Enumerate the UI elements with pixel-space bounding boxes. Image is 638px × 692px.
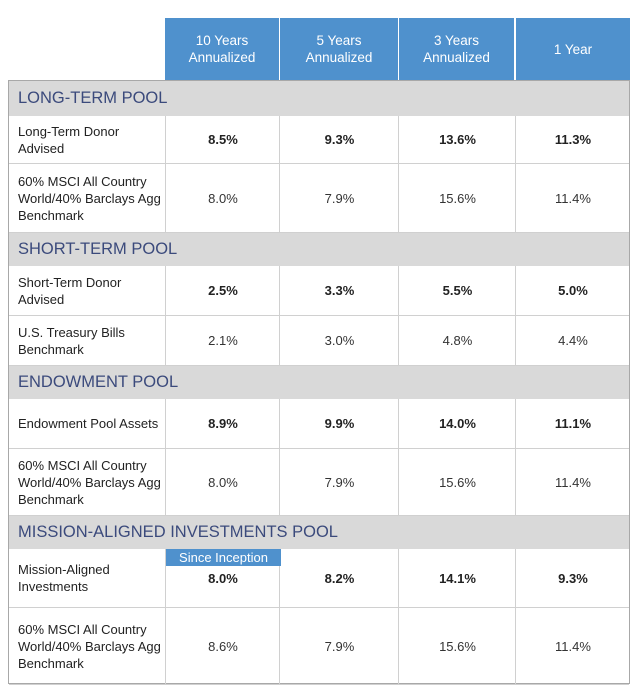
table-row: U.S. Treasury Bills Benchmark 2.1% 3.0% 4.8… [9, 316, 629, 366]
table-body: LONG-TERM POOL Long-Term Donor Advised 8.5… [8, 80, 630, 685]
value-cell: 7.9% [279, 164, 399, 232]
value-cell: 13.6% [398, 116, 516, 163]
value-cell: 3.3% [279, 266, 399, 315]
table-row: Short-Term Donor Advised 2.5% 3.3% 5.5% 5.0% [9, 266, 629, 316]
value-cell: 11.4% [515, 164, 630, 232]
value-cell: 8.2% [279, 549, 399, 607]
row-label: Endowment Pool Assets [18, 416, 159, 431]
row-label: Short-Term Donor Advised [18, 274, 122, 307]
value-cell: 15.6% [398, 449, 516, 515]
row-label: 60% MSCI All Country World/40% Barclays … [18, 173, 161, 223]
section-header: MISSION-ALIGNED INVESTMENTS POOL [9, 516, 629, 549]
value-cell: 8.0% [165, 449, 280, 515]
column-header: 10 Years Annualized [165, 18, 279, 80]
table-row: Endowment Pool Assets 8.9% 9.9% 14.0% 11.1% [9, 399, 629, 449]
table-row: 60% MSCI All Country World/40% Barclays … [9, 164, 629, 233]
value-cell: 9.3% [515, 549, 630, 607]
value-cell: 11.4% [515, 608, 630, 684]
row-label: 60% MSCI All Country World/40% Barclays … [18, 457, 161, 507]
value-cell: 8.0% [165, 164, 280, 232]
value-cell: 2.5% [165, 266, 280, 315]
value-cell: 9.9% [279, 399, 399, 448]
value-cell: 7.9% [279, 608, 399, 684]
value-cell: 2.1% [165, 316, 280, 365]
column-header: 1 Year [516, 18, 630, 80]
value-cell: 8.0% [165, 549, 280, 607]
since-inception-badge: Since Inception [166, 549, 281, 566]
value-cell: 11.4% [515, 449, 630, 515]
table-row: Long-Term Donor Advised 8.5% 9.3% 13.6% 11.3… [9, 116, 629, 164]
column-header: 3 Years Annualized [399, 18, 514, 80]
value-cell: 9.3% [279, 116, 399, 163]
row-label: U.S. Treasury Bills Benchmark [18, 324, 125, 357]
value-cell: 4.8% [398, 316, 516, 365]
row-label: Long-Term Donor Advised [18, 123, 120, 156]
row-label: 60% MSCI All Country World/40% Barclays … [18, 621, 161, 671]
table-row: 60% MSCI All Country World/40% Barclays … [9, 608, 629, 685]
section-header: ENDOWMENT POOL [9, 366, 629, 399]
column-header: 5 Years Annualized [280, 18, 398, 80]
value-cell: 11.1% [515, 399, 630, 448]
value-cell: 8.6% [165, 608, 280, 684]
section-header: SHORT-TERM POOL [9, 233, 629, 266]
value-cell: 4.4% [515, 316, 630, 365]
section-header: LONG-TERM POOL [9, 81, 629, 116]
value-cell: 14.0% [398, 399, 516, 448]
value-cell: 7.9% [279, 449, 399, 515]
value-cell: 5.0% [515, 266, 630, 315]
table-row: 60% MSCI All Country World/40% Barclays … [9, 449, 629, 516]
value-cell: 8.5% [165, 116, 280, 163]
row-label: Mission-Aligned Investments [18, 562, 110, 594]
value-cell: 15.6% [398, 608, 516, 684]
value-cell: 3.0% [279, 316, 399, 365]
table-row: Mission-Aligned Investments 8.0% 8.2% 14.1%… [9, 549, 629, 608]
value-cell: 8.9% [165, 399, 280, 448]
value-cell: 11.3% [515, 116, 630, 163]
value-cell: 5.5% [398, 266, 516, 315]
value-cell: 14.1% [398, 549, 516, 607]
value-cell: 15.6% [398, 164, 516, 232]
